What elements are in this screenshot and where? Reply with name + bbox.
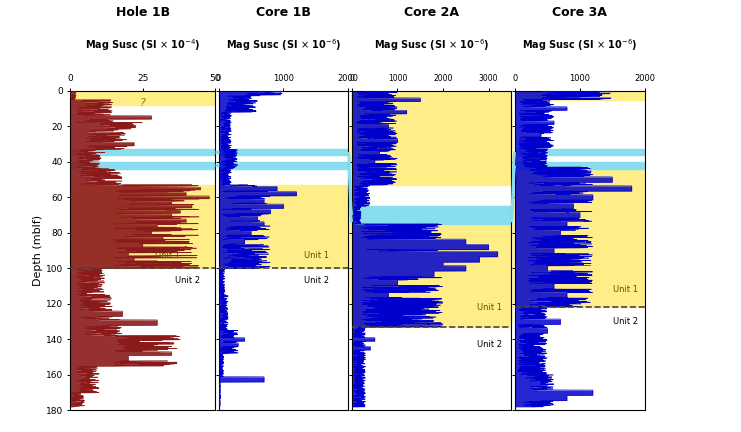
- Bar: [515, 149, 645, 155]
- Text: Unit 1: Unit 1: [155, 251, 180, 260]
- Text: Core 3A: Core 3A: [552, 6, 608, 19]
- Text: Hole 1B: Hole 1B: [116, 6, 170, 19]
- Text: Core 1B: Core 1B: [256, 6, 311, 19]
- Bar: [219, 162, 348, 169]
- Text: Unit 2: Unit 2: [304, 276, 329, 285]
- Bar: [70, 162, 215, 169]
- Bar: [352, 91, 511, 185]
- Text: Mag Susc (SI $\times$ 10$^{-6}$): Mag Susc (SI $\times$ 10$^{-6}$): [374, 37, 489, 53]
- Bar: [219, 149, 348, 155]
- Bar: [70, 149, 215, 155]
- Bar: [219, 185, 348, 268]
- Bar: [70, 185, 215, 268]
- Bar: [352, 206, 511, 224]
- Bar: [70, 91, 215, 105]
- Text: Unit 2: Unit 2: [614, 317, 638, 326]
- Text: Unit 1: Unit 1: [614, 285, 638, 294]
- Bar: [515, 162, 645, 169]
- Text: Mag Susc (SI $\times$ 10$^{-6}$): Mag Susc (SI $\times$ 10$^{-6}$): [522, 37, 637, 53]
- Text: Unit 1: Unit 1: [304, 251, 329, 260]
- Text: Unit 1: Unit 1: [477, 303, 502, 312]
- Text: Core 2A: Core 2A: [404, 6, 459, 19]
- Text: Mag Susc (SI $\times$ 10$^{-6}$): Mag Susc (SI $\times$ 10$^{-6}$): [226, 37, 341, 53]
- Text: Unit 2: Unit 2: [477, 340, 502, 349]
- Y-axis label: Depth (mblf): Depth (mblf): [33, 215, 43, 286]
- Bar: [515, 91, 645, 100]
- Text: ?: ?: [140, 98, 145, 108]
- Bar: [515, 167, 645, 308]
- Bar: [352, 224, 511, 327]
- Text: Unit 2: Unit 2: [176, 276, 200, 285]
- Text: Mag Susc (SI $\times$ 10$^{-4}$): Mag Susc (SI $\times$ 10$^{-4}$): [85, 37, 200, 53]
